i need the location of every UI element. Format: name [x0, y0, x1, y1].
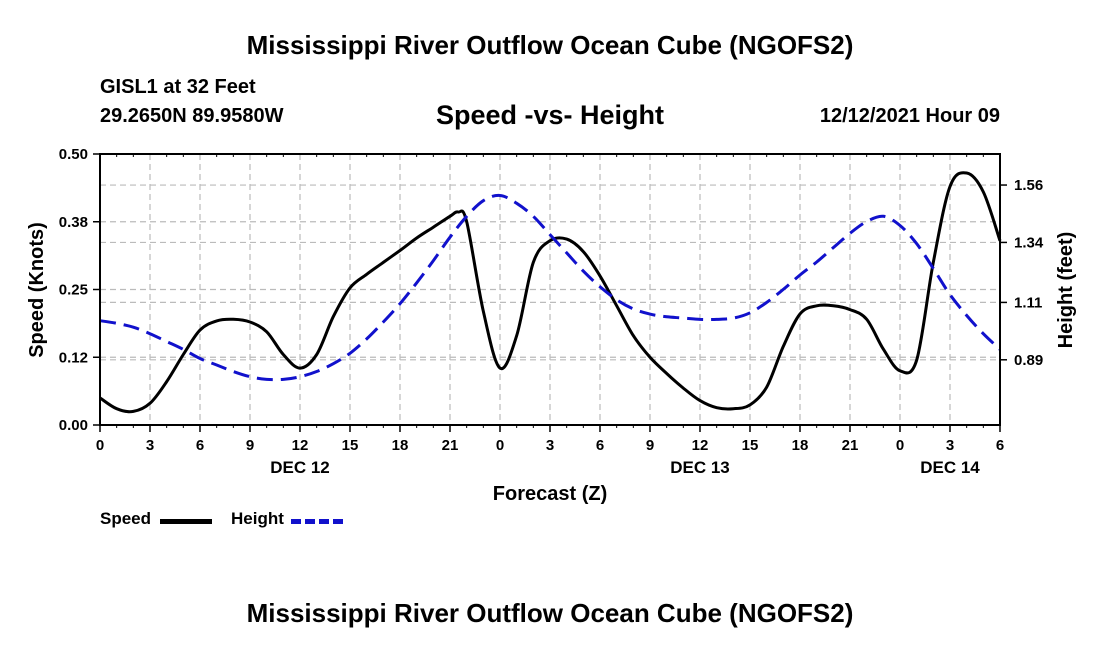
y-tick-label: 0.12: [59, 349, 88, 366]
grid: [100, 154, 1000, 425]
x-tick-label: 12: [292, 437, 309, 454]
x-tick-label: 15: [742, 437, 759, 454]
legend-height-label: Height: [231, 509, 284, 528]
date-label: DEC 13: [670, 458, 730, 477]
y-tick-label: 0.38: [59, 214, 88, 231]
x-tick-label: 6: [196, 437, 204, 454]
x-tick-label: 9: [646, 437, 654, 454]
y2-axis-title: Height (feet): [1055, 232, 1077, 349]
footer-title: Mississippi River Outflow Ocean Cube (NG…: [246, 598, 854, 628]
x-tick-label: 3: [546, 437, 554, 454]
x-tick-label: 18: [392, 437, 409, 454]
forecast-datetime: 12/12/2021 Hour 09: [819, 105, 1000, 127]
legend-speed-label: Speed: [100, 509, 152, 528]
series: [99, 171, 1002, 414]
axes: 0 3 6 9 12 15 18 21 0 3 6 9 12 15 18 21 0 3 6 DEC 12 DEC 13 D…: [59, 146, 1044, 477]
y2-tick-label: 1.34: [1014, 234, 1044, 251]
x-tick-label: 6: [996, 437, 1004, 454]
station-label: GISL1 at 32 Feet: [100, 76, 256, 98]
x-tick-label: 9: [246, 437, 254, 454]
y2-tick-label: 1.56: [1014, 177, 1043, 194]
x-tick-label: 12: [692, 437, 709, 454]
x-tick-label: 21: [442, 437, 459, 454]
y-tick-label: 0.50: [59, 146, 88, 163]
x-tick-label: 0: [896, 437, 904, 454]
x-tick-label: 3: [946, 437, 954, 454]
date-label: DEC 12: [270, 458, 330, 477]
x-tick-label: 0: [96, 437, 104, 454]
date-label: DEC 14: [920, 458, 980, 477]
speed-series-line: [99, 171, 1002, 414]
height-series-line: [99, 193, 1002, 382]
y-tick-label: 0.25: [59, 282, 88, 299]
legend-height-swatch: [291, 519, 343, 524]
x-tick-label: 3: [146, 437, 154, 454]
y-axis-title: Speed (Knots): [26, 222, 48, 358]
main-title: Mississippi River Outflow Ocean Cube (NG…: [246, 30, 854, 60]
x-tick-label: 6: [596, 437, 604, 454]
y-tick-label: 0.00: [59, 417, 88, 434]
x-tick-label: 15: [342, 437, 359, 454]
legend-speed-swatch: [160, 519, 212, 524]
x-tick-label: 0: [496, 437, 504, 454]
x-axis-title: Forecast (Z): [493, 483, 607, 505]
x-tick-label: 21: [842, 437, 859, 454]
y2-tick-label: 0.89: [1014, 352, 1043, 369]
chart-subtitle: Speed -vs- Height: [435, 100, 665, 130]
y2-tick-label: 1.11: [1014, 294, 1042, 311]
x-tick-label: 18: [792, 437, 809, 454]
station-coordinates: 29.2650N 89.9580W: [100, 105, 284, 127]
